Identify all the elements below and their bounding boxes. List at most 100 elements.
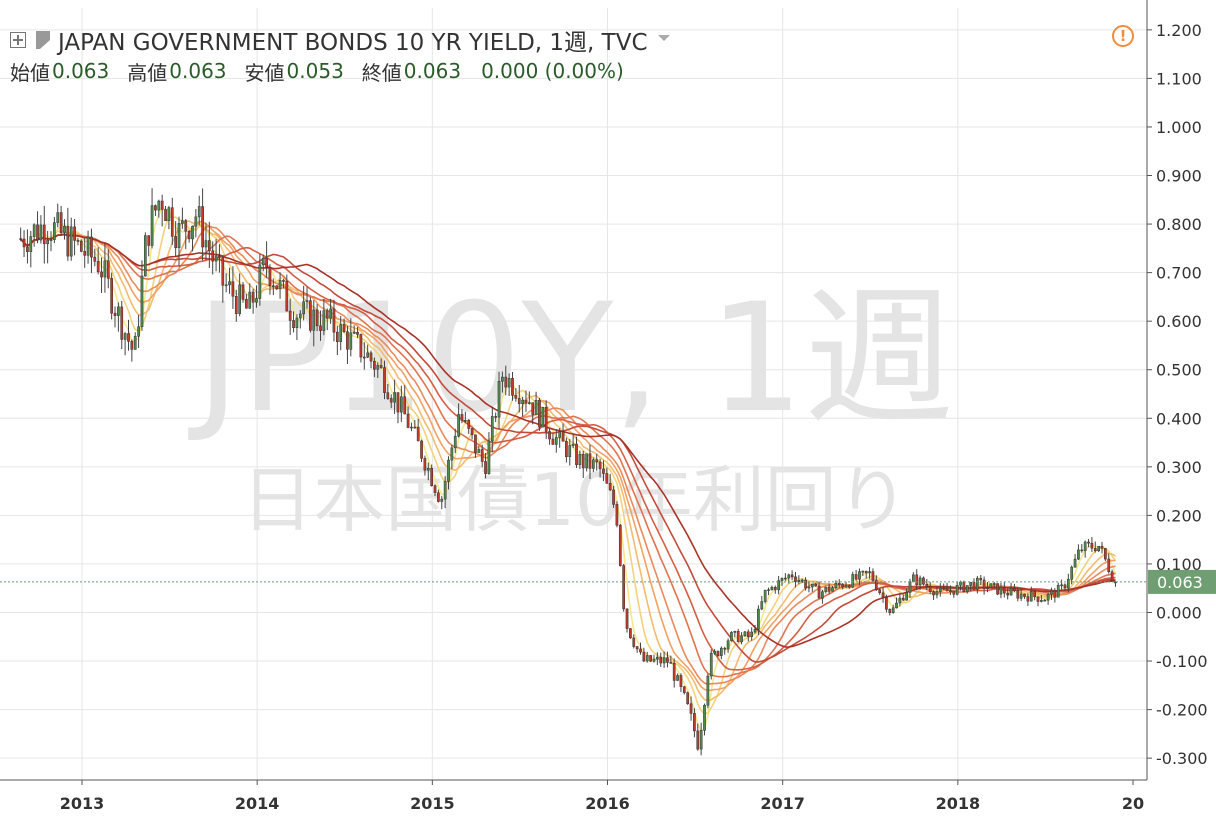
candle-body (652, 658, 656, 662)
candle-body (1073, 558, 1077, 568)
x-tick-label: 20 (1122, 794, 1144, 813)
y-tick-label: -0.100 (1156, 652, 1208, 671)
candle-body (1063, 584, 1067, 589)
candle-body (1006, 592, 1010, 596)
candle-body (746, 631, 750, 637)
candle-body (979, 577, 983, 581)
candle-body (356, 331, 359, 335)
candle-body (487, 440, 491, 474)
candle-body (743, 631, 747, 637)
candle-body (962, 581, 966, 592)
chevron-down-icon[interactable] (657, 35, 670, 41)
candle-body (720, 647, 723, 656)
candle-body (538, 400, 541, 428)
expand-icon[interactable] (10, 32, 26, 48)
candle-body (113, 312, 117, 316)
candle-body (258, 264, 262, 299)
candle-body (521, 399, 524, 405)
candle-body (187, 231, 191, 240)
candle-body (669, 662, 673, 664)
candle-body (1019, 593, 1023, 599)
candle-body (713, 650, 716, 654)
candle-body (295, 317, 299, 328)
candle-body (952, 590, 956, 595)
candle-body (79, 240, 83, 252)
candle-body (767, 589, 770, 591)
candle-body (1060, 584, 1063, 587)
candle-body (858, 571, 861, 580)
candle-body (999, 587, 1003, 595)
candle-body (693, 713, 696, 732)
candle-body (379, 365, 383, 368)
candle-body (396, 392, 400, 413)
candle-body (1093, 547, 1097, 552)
candle-body (905, 592, 908, 601)
candle-body (841, 584, 844, 588)
candle-body (191, 225, 194, 240)
candle-body (922, 577, 925, 585)
candle-body (925, 583, 929, 587)
candle-body (467, 419, 471, 429)
candle-body (588, 453, 592, 469)
candle-body (868, 571, 871, 574)
candle-body (282, 280, 285, 282)
candle-body (656, 656, 659, 660)
candle-body (349, 332, 353, 350)
candle-body (1040, 600, 1043, 602)
candle-body (167, 207, 171, 222)
candle-body (784, 577, 787, 580)
candle-body (393, 392, 396, 403)
candle-body (133, 336, 137, 350)
candle-body (659, 656, 663, 664)
candle-body (881, 592, 885, 598)
candle-body (406, 413, 410, 428)
candle-body (56, 212, 60, 223)
candle-body (676, 675, 679, 681)
candle-body (945, 588, 949, 592)
candle-body (123, 333, 127, 340)
candle-body (315, 309, 319, 327)
candle-body (1100, 545, 1104, 549)
candle-body (90, 236, 93, 258)
x-tick-label: 2018 (936, 794, 981, 813)
candle-body (736, 631, 740, 643)
low-label: 安値 (244, 60, 285, 85)
y-tick-label: 0.100 (1156, 555, 1202, 574)
candle-body (373, 360, 376, 370)
candle-body (464, 419, 467, 422)
candle-body (915, 574, 919, 586)
candle-body (908, 581, 912, 593)
candle-body (497, 380, 501, 418)
candle-body (531, 402, 535, 415)
candle-body (790, 574, 794, 578)
candle-body (800, 579, 804, 582)
candle-body (389, 398, 393, 403)
candle-body (440, 498, 444, 502)
candle-body (430, 467, 434, 486)
warning-icon[interactable]: ! (1112, 25, 1134, 47)
candle-body (137, 326, 140, 337)
high-label: 高値 (127, 60, 168, 85)
candle-body (1036, 596, 1040, 602)
candle-body (642, 651, 646, 662)
candle-body (581, 453, 585, 469)
candle-body (565, 441, 568, 457)
candle-body (504, 376, 508, 388)
candle-body (777, 580, 780, 591)
candle-body (699, 730, 703, 750)
candle-body (514, 395, 518, 399)
candle-body (592, 459, 595, 469)
candle-body (32, 224, 36, 237)
candle-body (26, 246, 29, 252)
candle-body (551, 438, 555, 445)
candle-body (885, 596, 888, 610)
candle-body (544, 406, 548, 432)
flag-icon[interactable] (36, 31, 52, 49)
candle-body (955, 585, 959, 595)
candle-body (837, 582, 841, 585)
ma-line (20, 233, 1116, 663)
candle-body (992, 583, 996, 585)
candle-body (1046, 594, 1050, 601)
candle-body (831, 587, 834, 592)
